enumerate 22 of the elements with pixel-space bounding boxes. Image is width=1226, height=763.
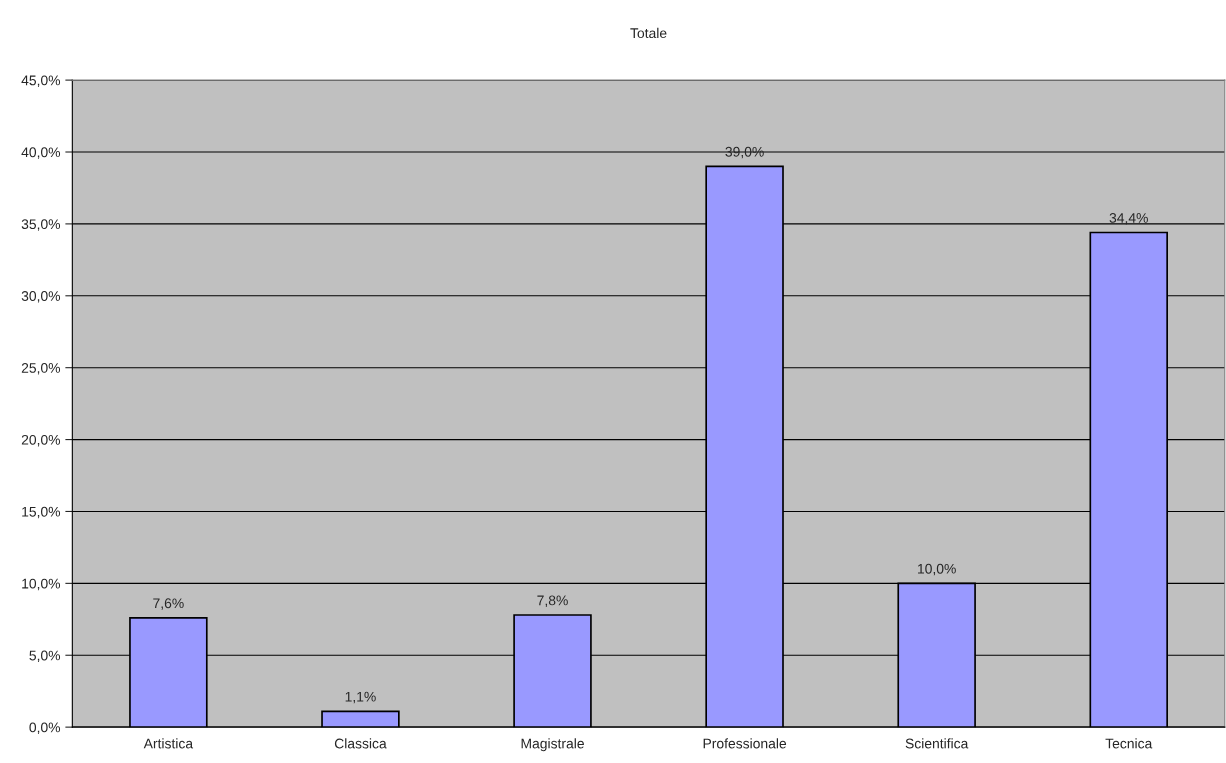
data-label: 10,0% (918, 563, 956, 576)
y-tick-label: 45,0% (21, 75, 61, 87)
data-label: 7,8% (537, 595, 568, 607)
x-tick-label: Artistica (143, 738, 194, 749)
x-tick-label: Scientifica (905, 738, 969, 749)
y-tick-label: 0,0% (29, 722, 61, 734)
chart-title: Totale (630, 27, 667, 39)
data-label: 1,1% (345, 691, 376, 704)
y-tick-label: 35,0% (21, 219, 61, 231)
y-tick-label: 15,0% (22, 506, 61, 519)
y-tick-label: 10,0% (22, 578, 61, 591)
data-label: 7,6% (153, 598, 184, 610)
x-tick-label: Professionale (703, 738, 787, 749)
y-tick-label: 20,0% (21, 434, 61, 447)
x-tick-label: Classica (334, 738, 387, 749)
y-tick-label: 25,0% (21, 363, 61, 375)
y-tick-label: 5,0% (29, 650, 61, 663)
x-tick-label: Magistrale (521, 738, 584, 752)
x-tick-label: Tecnica (1105, 738, 1153, 749)
data-label: 34,4% (1109, 213, 1148, 225)
y-tick-label: 40,0% (21, 147, 61, 159)
y-tick-label: 30,0% (21, 291, 61, 303)
